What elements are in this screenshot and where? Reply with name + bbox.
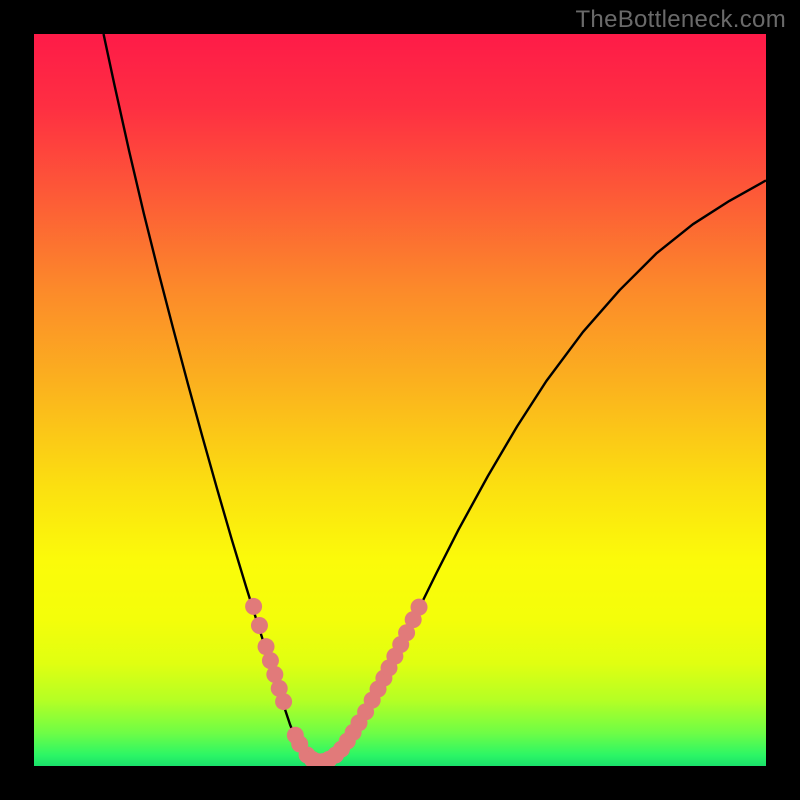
watermark-label: TheBottleneck.com [575,6,786,34]
curve-marker [275,693,292,710]
curve-marker [245,598,262,615]
bottleneck-chart [0,0,800,800]
curve-marker [251,617,268,634]
curve-marker [411,599,428,616]
chart-container: TheBottleneck.com [0,0,800,800]
